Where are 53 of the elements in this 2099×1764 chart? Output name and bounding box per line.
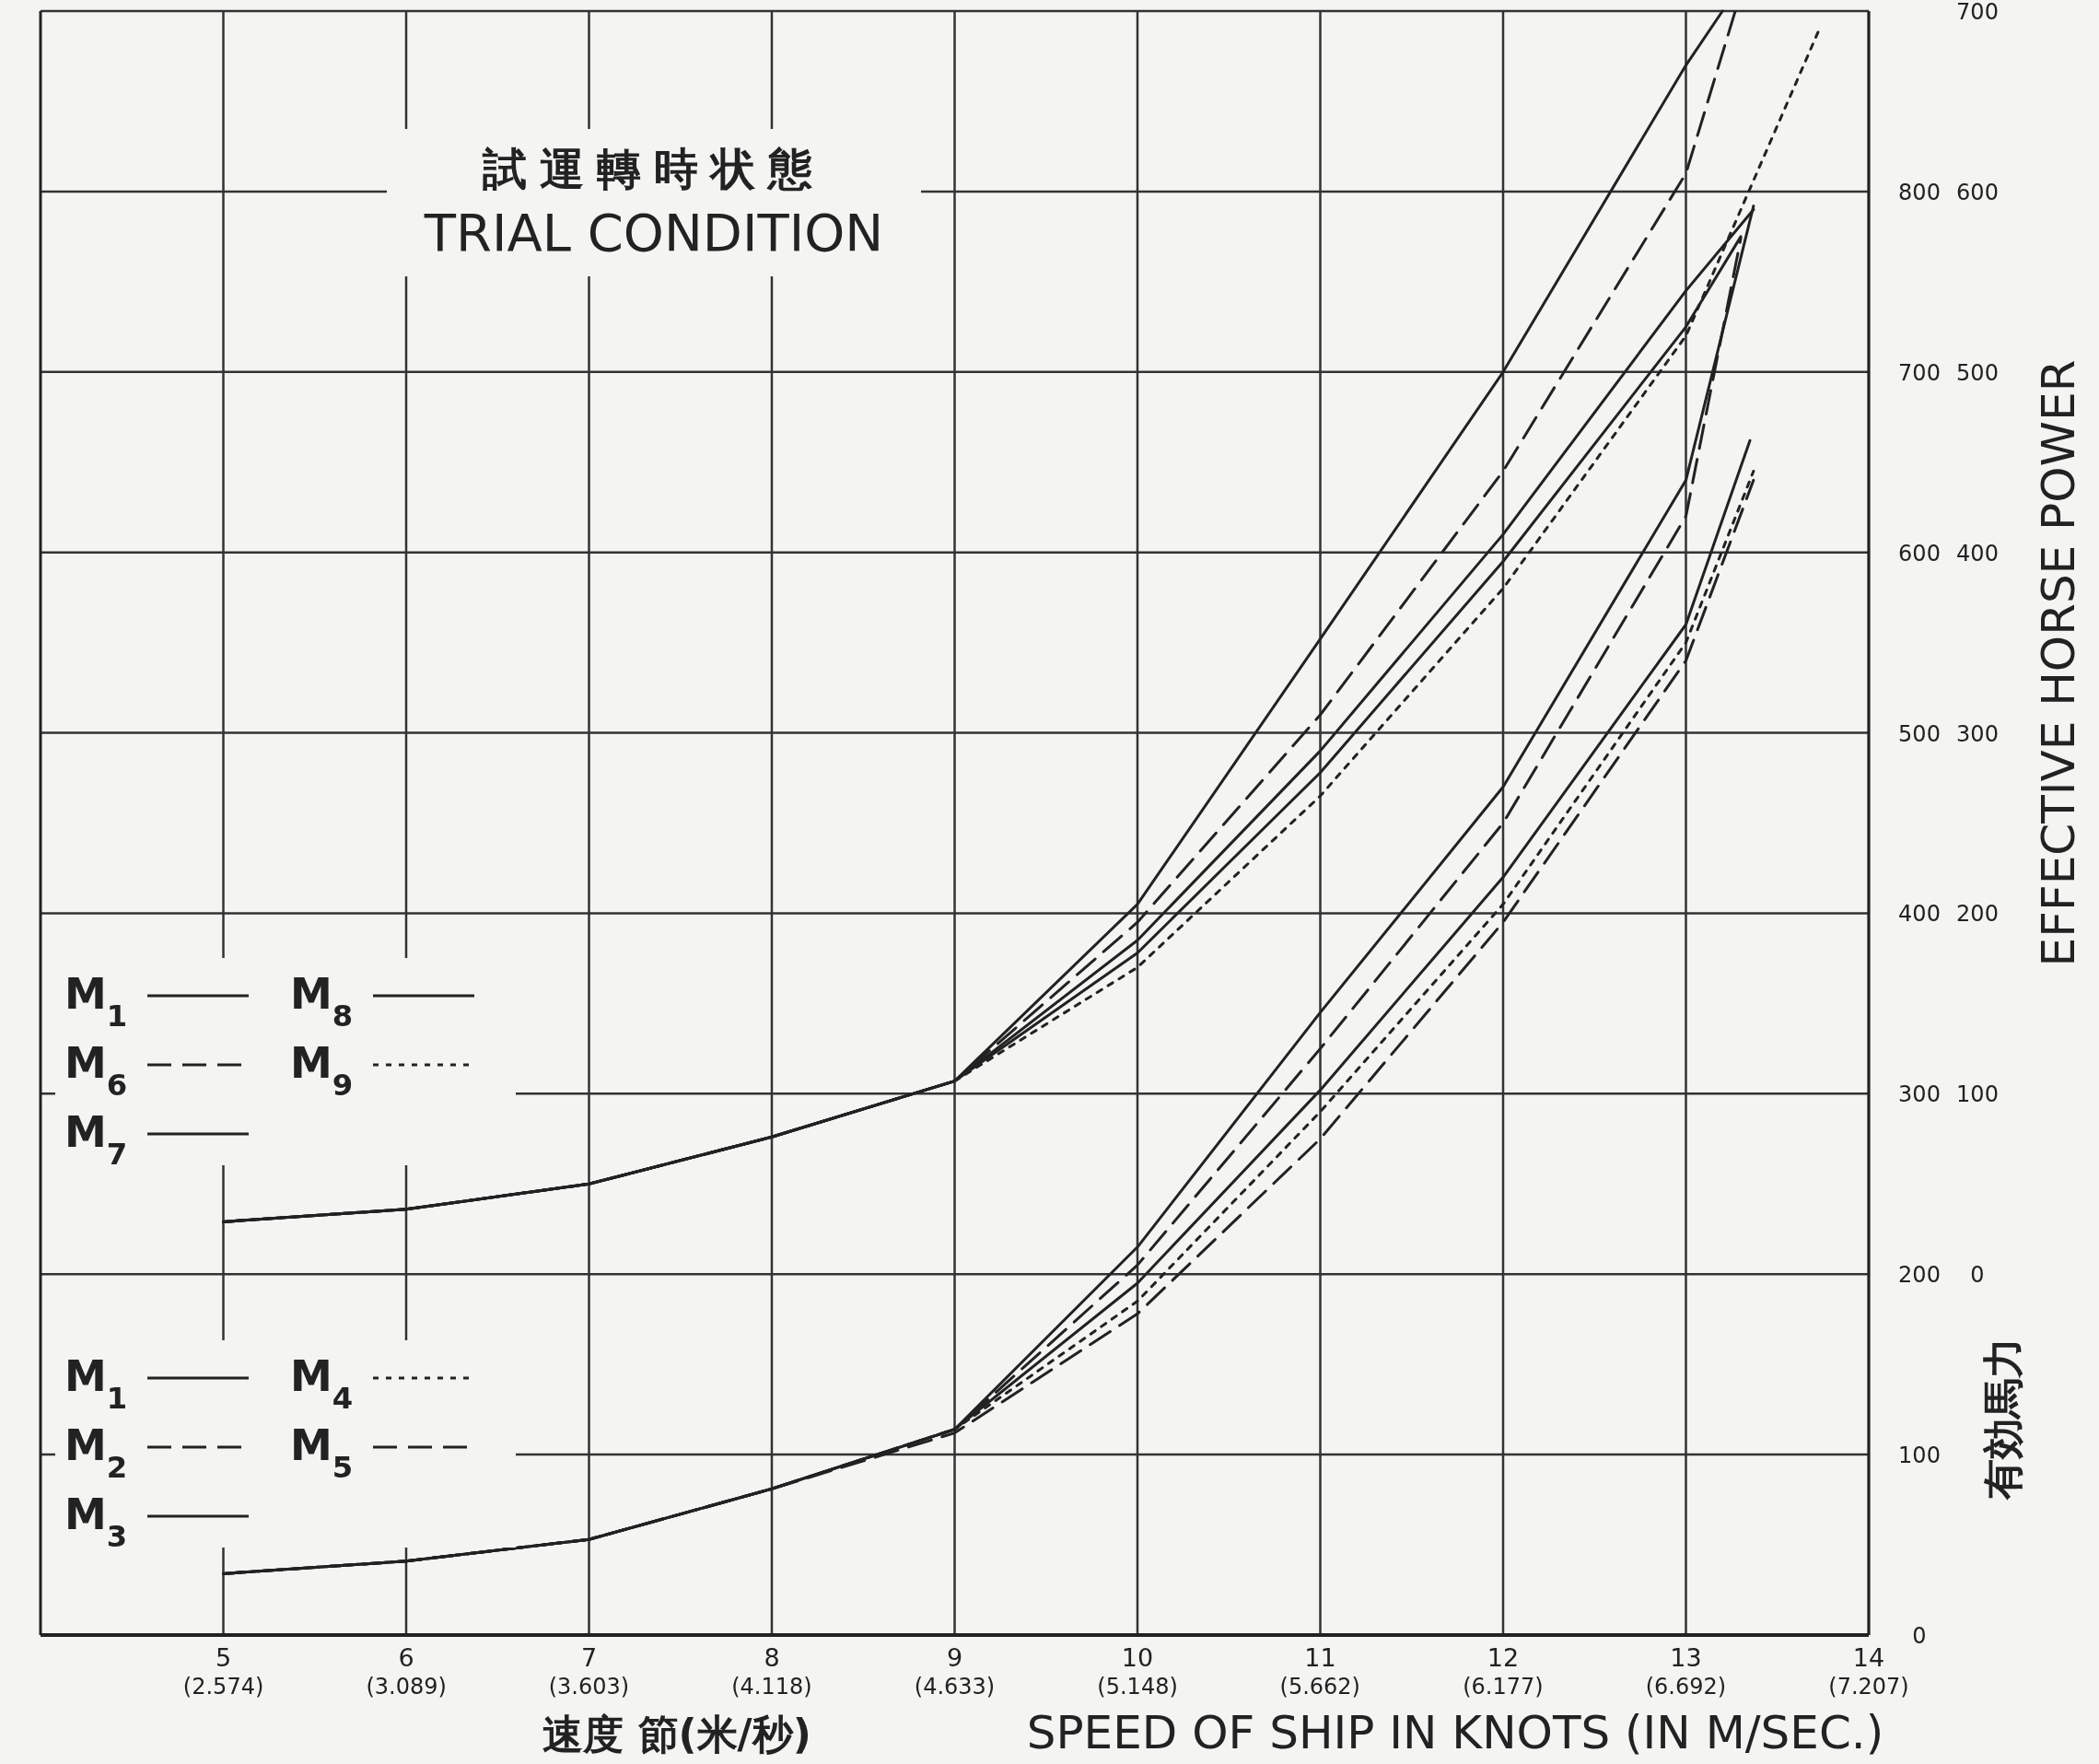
y2-tick-label: 300 — [1956, 720, 1999, 747]
y2-tick-label: 0 — [1970, 1262, 1985, 1289]
y-tick-label: 100 — [1898, 1443, 1941, 1469]
x2-tick-label: (3.603) — [548, 1674, 630, 1700]
text: 速度 節(米/秒) — [542, 1711, 811, 1758]
x-tick-label: 13 — [1670, 1643, 1702, 1672]
y2-tick-label: 100 — [1956, 1081, 1999, 1108]
y-tick-label: 600 — [1898, 540, 1941, 567]
x2-tick-label: (6.177) — [1463, 1674, 1544, 1700]
y2-tick-label: 400 — [1956, 540, 1999, 567]
y-tick-label: 400 — [1898, 901, 1941, 928]
x-tick-label: 8 — [764, 1643, 780, 1672]
y2-tick-label: 600 — [1956, 179, 1999, 205]
x-tick-label: 9 — [946, 1643, 963, 1672]
legend-label: M$_{7}$ — [64, 1107, 128, 1172]
y2-tick-label: 500 — [1956, 359, 1999, 386]
y-tick-label: 800 — [1898, 179, 1941, 205]
x-tick-label: 11 — [1304, 1643, 1336, 1672]
y2-tick-label: 700 — [1956, 0, 1999, 25]
x-tick-label: 5 — [215, 1643, 232, 1672]
x2-tick-label: (2.574) — [182, 1674, 264, 1700]
x-tick-label: 7 — [580, 1643, 598, 1672]
x2-tick-label: (4.633) — [914, 1674, 996, 1700]
text: 有効馬力 — [1979, 1338, 2026, 1501]
text: TRIAL CONDITION — [423, 203, 884, 263]
y-tick-label: 200 — [1898, 1262, 1941, 1289]
y2-tick-label: 200 — [1956, 901, 1999, 928]
x-axis-title: SPEED OF SHIP IN KNOTS (IN M/SEC.) — [1026, 1706, 1884, 1759]
x2-tick-label: (5.148) — [1097, 1674, 1178, 1700]
legend-label: M$_{3}$ — [64, 1489, 128, 1554]
x-tick-label: 10 — [1121, 1643, 1154, 1672]
y-tick-label: 0 — [1912, 1623, 1927, 1649]
x-tick-label: 6 — [398, 1643, 414, 1672]
legend-label: M$_{1}$ — [64, 969, 128, 1034]
x2-tick-label: (5.662) — [1279, 1674, 1360, 1700]
x2-tick-label: (3.089) — [366, 1674, 447, 1700]
legend-label: M$_{9}$ — [290, 1038, 354, 1103]
y-tick-label: 500 — [1898, 720, 1941, 747]
legend-label: M$_{5}$ — [290, 1420, 354, 1485]
legend-label: M$_{1}$ — [64, 1351, 128, 1416]
x2-tick-label: (6.692) — [1645, 1674, 1727, 1700]
legend-label: M$_{2}$ — [64, 1420, 128, 1485]
x2-tick-label: (7.207) — [1828, 1674, 1909, 1700]
legend-label: M$_{8}$ — [290, 969, 354, 1034]
y-tick-label: 300 — [1898, 1081, 1941, 1108]
y2-axis-title: EFFECTIVE HORSE POWER — [2032, 359, 2085, 967]
legend-label: M$_{6}$ — [64, 1038, 128, 1103]
x-tick-label: 12 — [1487, 1643, 1520, 1672]
legend-label: M$_{4}$ — [290, 1351, 354, 1416]
text: 試運轉時状態 — [482, 143, 825, 194]
x-tick-label: 14 — [1852, 1643, 1885, 1672]
y-tick-label: 700 — [1898, 359, 1941, 386]
x2-tick-label: (4.118) — [731, 1674, 812, 1700]
